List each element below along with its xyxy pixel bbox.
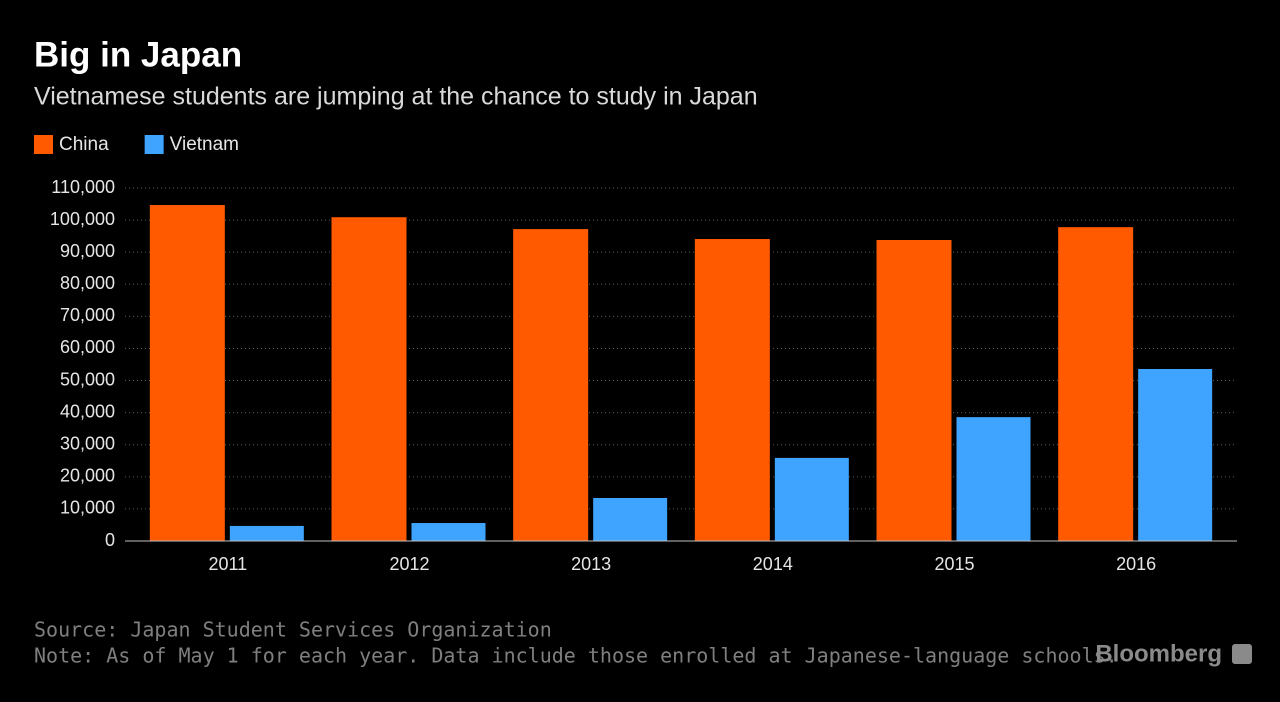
x-tick-label: 2014 xyxy=(753,554,793,574)
x-tick-label: 2013 xyxy=(571,554,611,574)
bar xyxy=(1058,227,1134,541)
y-tick-label: 40,000 xyxy=(60,401,115,421)
bar xyxy=(513,229,589,542)
legend-swatch xyxy=(34,135,53,154)
bar xyxy=(149,205,225,541)
brand-icon xyxy=(1232,644,1252,664)
x-tick-label: 2011 xyxy=(208,554,247,574)
y-tick-label: 0 xyxy=(105,530,115,550)
y-tick-label: 20,000 xyxy=(60,466,115,486)
bar xyxy=(331,217,407,541)
y-tick-label: 70,000 xyxy=(60,305,115,325)
y-tick-label: 80,000 xyxy=(60,273,115,293)
bar xyxy=(411,523,486,541)
bar xyxy=(1138,368,1213,541)
legend-label: Vietnam xyxy=(170,134,239,155)
bar xyxy=(694,239,770,542)
y-tick-label: 110,000 xyxy=(51,177,115,197)
chart-subtitle: Vietnamese students are jumping at the c… xyxy=(34,83,758,111)
x-tick-label: 2015 xyxy=(934,554,974,574)
y-tick-label: 100,000 xyxy=(50,209,115,229)
y-tick-label: 10,000 xyxy=(60,498,115,518)
y-tick-label: 50,000 xyxy=(60,369,115,389)
brand-logo: Bloomberg xyxy=(1095,640,1222,667)
source-note: Source: Japan Student Services Organizat… xyxy=(34,618,552,642)
legend-label: China xyxy=(59,134,109,155)
footnote: Note: As of May 1 for each year. Data in… xyxy=(34,644,1118,668)
y-tick-label: 30,000 xyxy=(60,433,115,453)
y-tick-label: 90,000 xyxy=(60,241,115,261)
bar xyxy=(956,417,1031,541)
x-tick-label: 2012 xyxy=(389,554,429,574)
legend-swatch xyxy=(144,135,164,154)
bar xyxy=(876,239,952,541)
bar xyxy=(774,457,849,541)
bar xyxy=(229,525,304,541)
x-tick-label: 2016 xyxy=(1116,554,1156,574)
chart-title: Big in Japan xyxy=(34,35,242,74)
bar xyxy=(593,497,668,541)
y-tick-label: 60,000 xyxy=(60,337,115,357)
